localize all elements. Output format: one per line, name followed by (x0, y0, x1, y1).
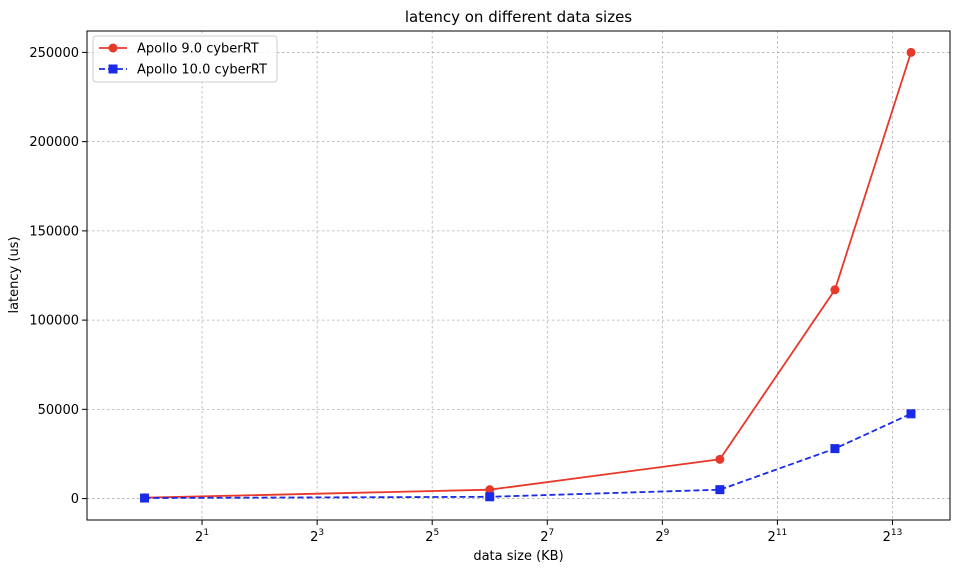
data-point (140, 493, 150, 503)
y-tick-label: 250000 (29, 46, 79, 61)
x-tick-label: 27 (540, 528, 554, 545)
x-tick-label: 211 (768, 528, 788, 545)
y-tick-label: 50000 (38, 403, 79, 418)
x-tick-label: 25 (425, 528, 439, 545)
legend: Apollo 9.0 cyberRT Apollo 10.0 cyberRT (92, 35, 278, 83)
data-point (715, 454, 725, 464)
plot-area-frame (86, 30, 951, 521)
y-axis: 0 50000 100000 150000 200000 250000 (29, 46, 87, 507)
series-apollo-10-0-cyberrt (140, 409, 916, 503)
series-line (144, 412, 912, 499)
series-layer (140, 47, 916, 503)
grid-lines (87, 31, 950, 520)
data-point (715, 485, 725, 495)
y-axis-title: latency (us) (7, 236, 22, 313)
data-point (906, 409, 916, 419)
x-tick-label: 213 (883, 528, 903, 545)
x-tick-label: 29 (655, 528, 669, 545)
legend-marker (108, 64, 118, 74)
data-point (906, 47, 916, 57)
legend-box (92, 35, 278, 83)
y-tick-label: 0 (71, 492, 79, 507)
data-point (485, 485, 495, 495)
legend-label: Apollo 10.0 cyberRT (137, 63, 267, 78)
x-axis: 21 23 25 27 29 211 213 (195, 520, 902, 545)
y-tick-label: 200000 (29, 135, 79, 150)
chart-title: latency on different data sizes (405, 8, 632, 26)
legend-label: Apollo 9.0 cyberRT (137, 42, 259, 57)
y-tick-label: 150000 (29, 224, 79, 239)
x-axis-title: data size (KB) (473, 549, 563, 564)
y-tick-label: 100000 (29, 314, 79, 329)
data-point (830, 285, 840, 295)
x-tick-label: 21 (195, 528, 209, 545)
data-point (830, 444, 840, 454)
data-point (485, 492, 495, 502)
legend-marker (108, 43, 118, 53)
x-tick-label: 23 (310, 528, 324, 545)
